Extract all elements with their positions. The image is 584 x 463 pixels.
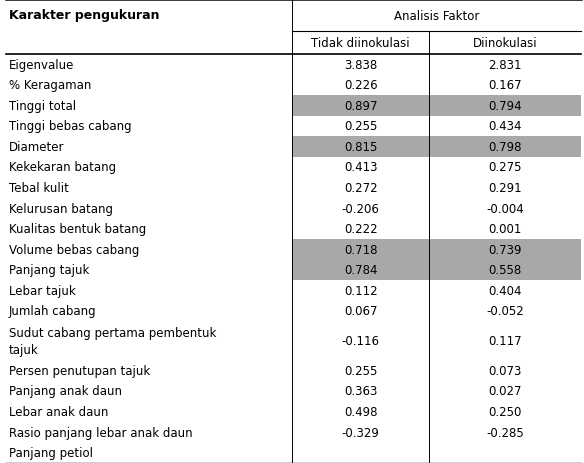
- Text: % Keragaman: % Keragaman: [9, 79, 91, 92]
- Text: 0.434: 0.434: [488, 120, 522, 133]
- Text: 2.831: 2.831: [488, 58, 522, 71]
- Text: 0.291: 0.291: [488, 181, 522, 194]
- Text: Karakter pengukuran: Karakter pengukuran: [9, 9, 159, 22]
- Text: 0.027: 0.027: [488, 385, 522, 398]
- Text: 3.838: 3.838: [344, 58, 377, 71]
- Text: 0.073: 0.073: [488, 364, 522, 377]
- Bar: [292, 260, 429, 281]
- Text: 0.117: 0.117: [488, 334, 522, 347]
- Text: 0.222: 0.222: [344, 223, 377, 236]
- Text: 0.558: 0.558: [489, 264, 522, 277]
- Text: Jumlah cabang: Jumlah cabang: [9, 305, 96, 318]
- Text: tajuk: tajuk: [9, 344, 39, 357]
- Text: Persen penutupan tajuk: Persen penutupan tajuk: [9, 364, 150, 377]
- Text: 0.255: 0.255: [344, 120, 377, 133]
- Text: Diinokulasi: Diinokulasi: [473, 37, 537, 50]
- Text: Kualitas bentuk batang: Kualitas bentuk batang: [9, 223, 146, 236]
- Text: Diameter: Diameter: [9, 141, 64, 154]
- Text: Panjang anak daun: Panjang anak daun: [9, 385, 122, 398]
- Text: 0.718: 0.718: [344, 243, 377, 256]
- Text: 0.167: 0.167: [488, 79, 522, 92]
- Text: 0.794: 0.794: [488, 100, 522, 113]
- Text: 0.897: 0.897: [344, 100, 377, 113]
- Text: Kelurusan batang: Kelurusan batang: [9, 202, 113, 215]
- Text: Tebal kulit: Tebal kulit: [9, 181, 69, 194]
- Text: Analisis Faktor: Analisis Faktor: [394, 9, 479, 22]
- Text: 0.112: 0.112: [344, 284, 377, 297]
- Text: 0.815: 0.815: [344, 141, 377, 154]
- Text: Panjang petiol: Panjang petiol: [9, 446, 93, 459]
- Bar: [429, 260, 581, 281]
- Text: Panjang tajuk: Panjang tajuk: [9, 264, 89, 277]
- Text: Volume bebas cabang: Volume bebas cabang: [9, 243, 139, 256]
- Text: 0.226: 0.226: [344, 79, 377, 92]
- Text: 0.413: 0.413: [344, 161, 377, 174]
- Bar: [292, 239, 429, 260]
- Text: -0.329: -0.329: [342, 425, 380, 439]
- Bar: [429, 137, 581, 157]
- Bar: [429, 239, 581, 260]
- Text: 0.067: 0.067: [344, 305, 377, 318]
- Text: 0.498: 0.498: [344, 405, 377, 418]
- Text: Tinggi bebas cabang: Tinggi bebas cabang: [9, 120, 131, 133]
- Bar: [292, 96, 429, 116]
- Bar: [292, 137, 429, 157]
- Text: 0.784: 0.784: [344, 264, 377, 277]
- Text: -0.206: -0.206: [342, 202, 380, 215]
- Text: 0.250: 0.250: [488, 405, 522, 418]
- Text: 0.275: 0.275: [488, 161, 522, 174]
- Text: 0.798: 0.798: [488, 141, 522, 154]
- Text: Lebar tajuk: Lebar tajuk: [9, 284, 75, 297]
- Text: Lebar anak daun: Lebar anak daun: [9, 405, 108, 418]
- Text: Eigenvalue: Eigenvalue: [9, 58, 74, 71]
- Text: 0.272: 0.272: [344, 181, 377, 194]
- Text: Rasio panjang lebar anak daun: Rasio panjang lebar anak daun: [9, 425, 193, 439]
- Text: Tidak diinokulasi: Tidak diinokulasi: [311, 37, 410, 50]
- Text: Kekekaran batang: Kekekaran batang: [9, 161, 116, 174]
- Text: 0.001: 0.001: [488, 223, 522, 236]
- Text: -0.285: -0.285: [486, 425, 524, 439]
- Text: 0.404: 0.404: [488, 284, 522, 297]
- Text: 0.363: 0.363: [344, 385, 377, 398]
- Text: Tinggi total: Tinggi total: [9, 100, 76, 113]
- Text: Sudut cabang pertama pembentuk: Sudut cabang pertama pembentuk: [9, 326, 216, 339]
- Text: -0.052: -0.052: [486, 305, 524, 318]
- Text: -0.116: -0.116: [342, 334, 380, 347]
- Text: 0.255: 0.255: [344, 364, 377, 377]
- Text: -0.004: -0.004: [486, 202, 524, 215]
- Text: 0.739: 0.739: [488, 243, 522, 256]
- Bar: [429, 96, 581, 116]
